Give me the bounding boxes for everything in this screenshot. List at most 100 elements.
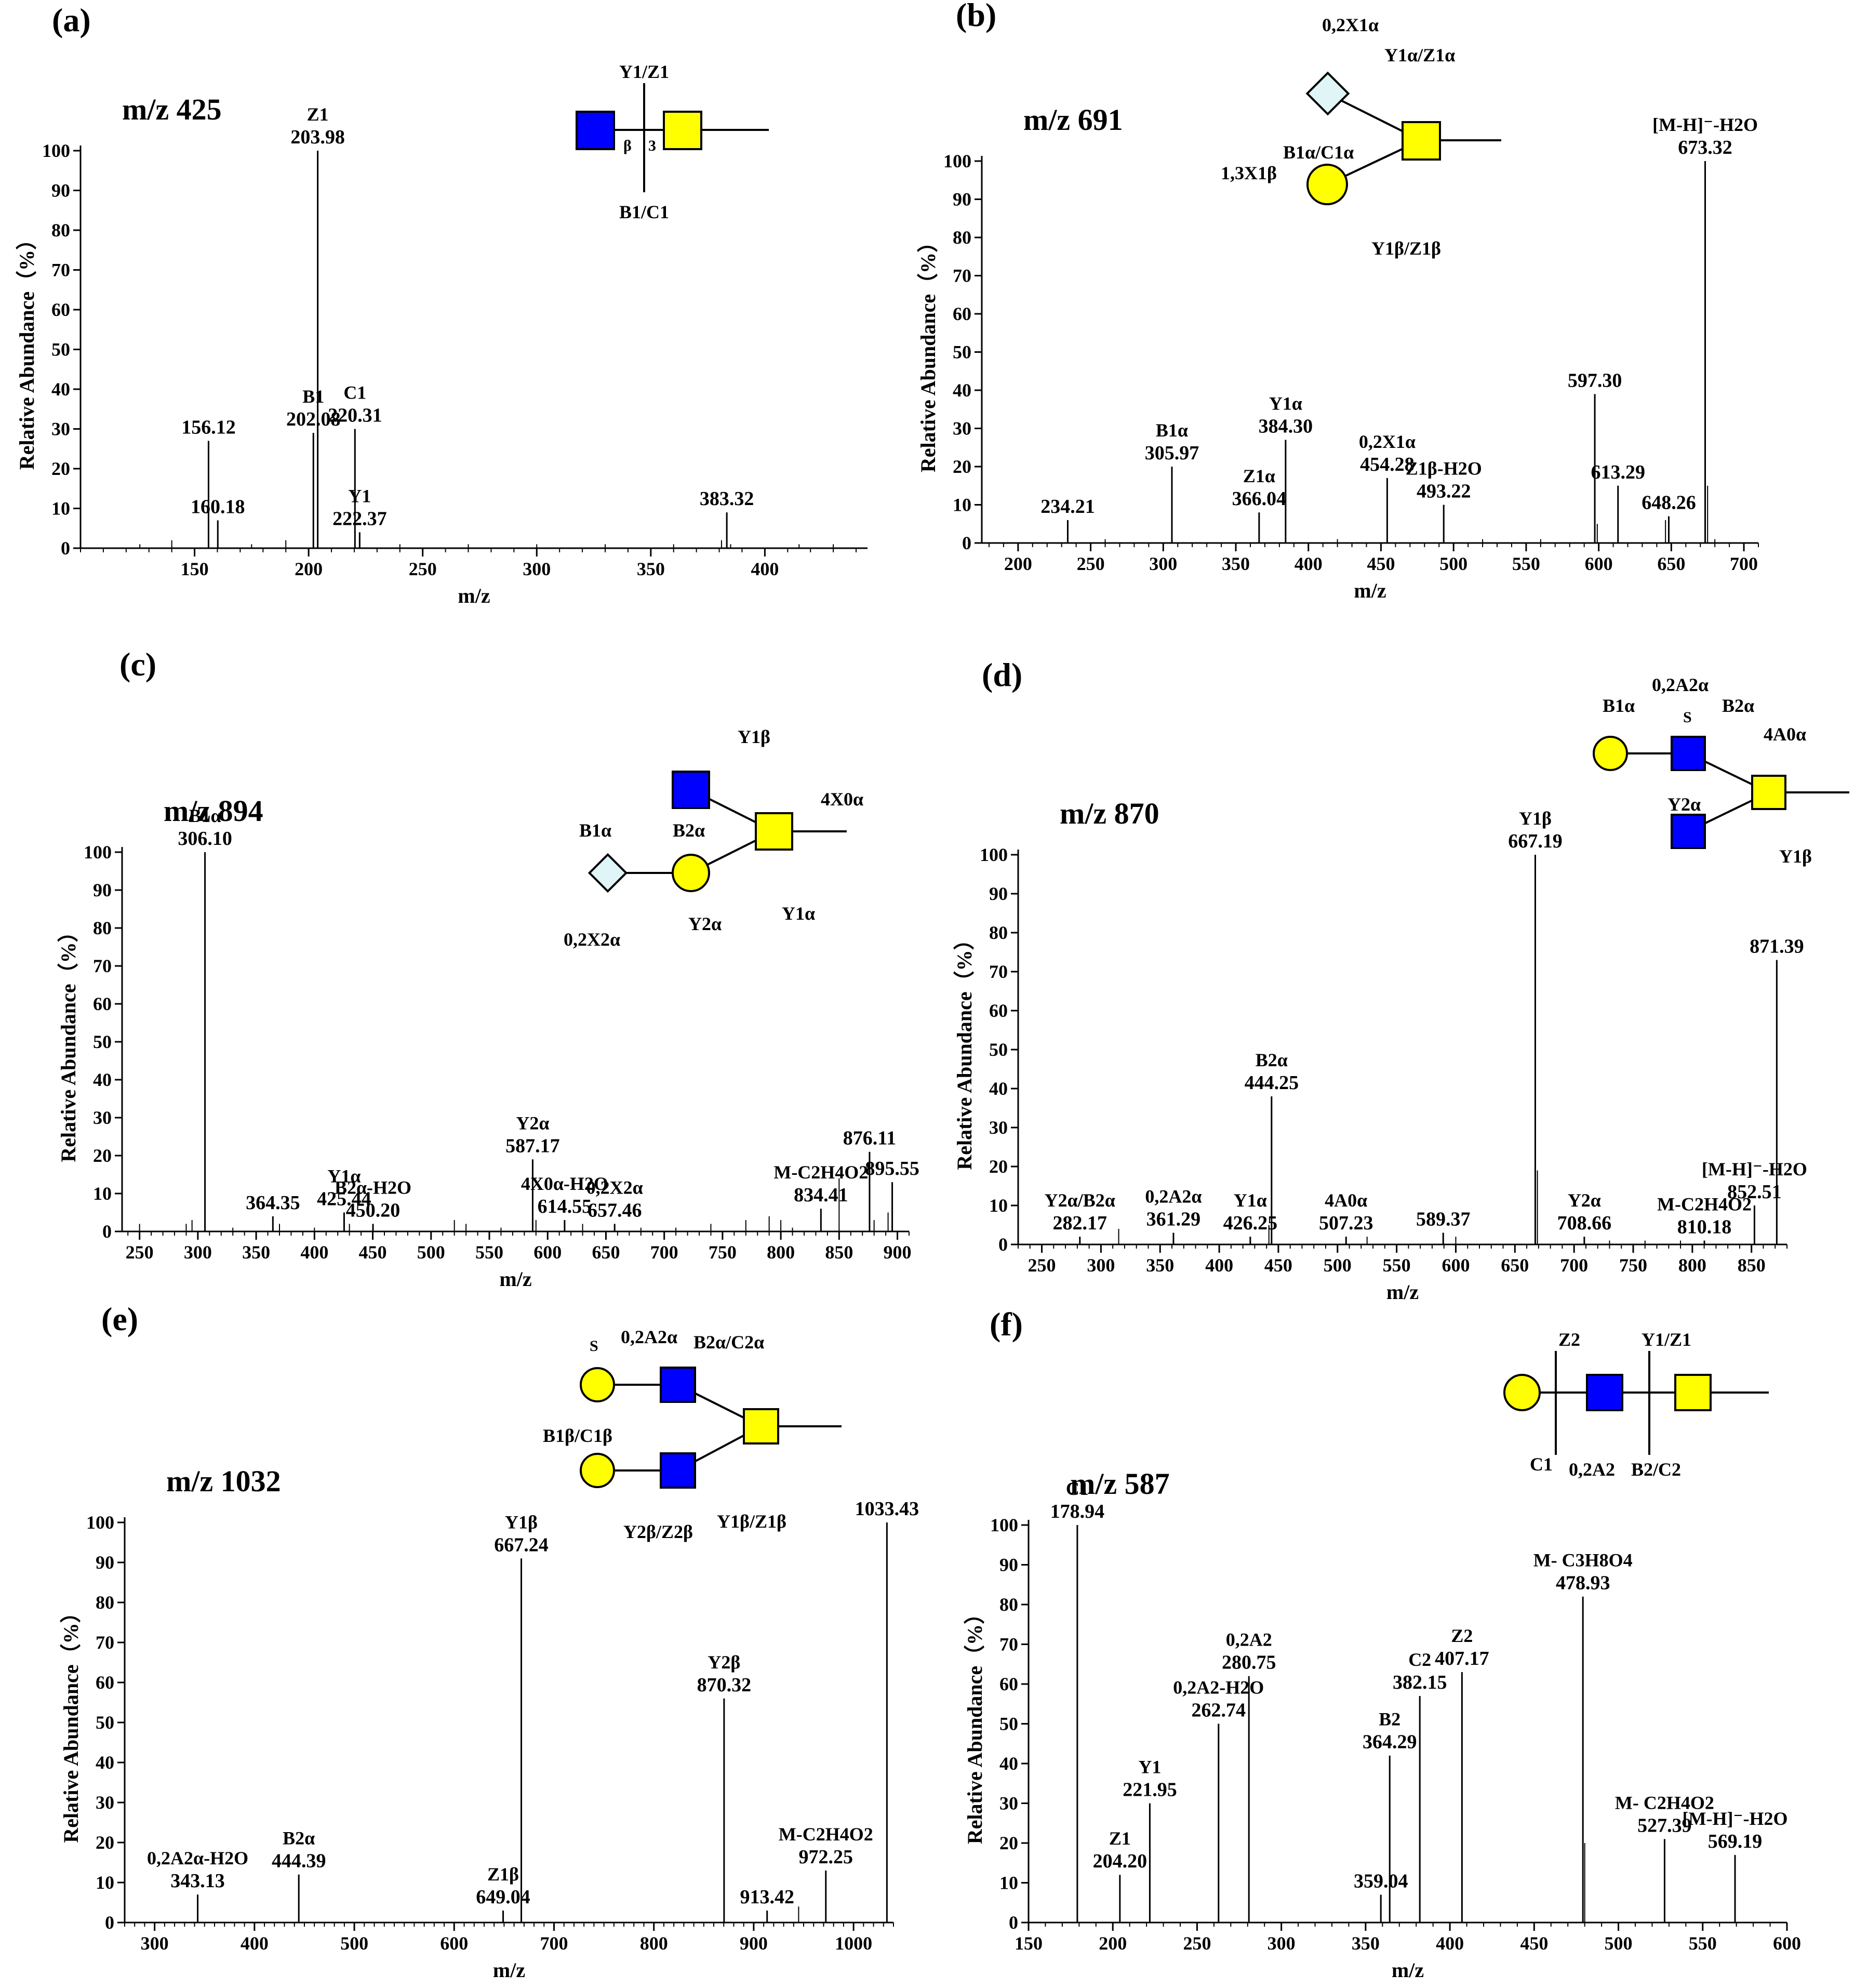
peak-mz-label: 160.18 [191, 496, 245, 518]
y-axis-title: Relative Abundance（%） [59, 1602, 83, 1843]
y-tick-label: 10 [51, 498, 70, 519]
peak-ion-label: Y1α [327, 1166, 361, 1187]
y-tick-label: 50 [93, 1031, 112, 1052]
peak-mz-label: 454.28 [1360, 454, 1415, 475]
ion-annotation: Y2α [688, 913, 722, 934]
x-tick-label: 700 [540, 1933, 568, 1954]
y-tick-label: 20 [93, 1145, 112, 1166]
galactose-circle [580, 1453, 615, 1488]
y-tick-label: 100 [42, 140, 70, 161]
peak-mz-label: 202.08 [286, 408, 341, 430]
y-tick-label: 90 [999, 1555, 1018, 1575]
y-tick-label: 20 [989, 1156, 1008, 1177]
x-tick-label: 350 [1146, 1255, 1174, 1276]
peak-ion-label: [M-H]⁻-H2O [1683, 1808, 1788, 1829]
y-tick-label: 70 [96, 1632, 114, 1653]
ion-annotation: 0,2A2α [621, 1327, 677, 1347]
peak-mz-label: 343.13 [170, 1870, 225, 1892]
x-axis-title: m/z [493, 1958, 525, 1982]
y-tick-label: 10 [93, 1183, 112, 1204]
y-axis-title: Relative Abundance（%） [953, 929, 976, 1170]
ion-annotation: 4A0α [1764, 724, 1806, 745]
glcnac-square [1671, 814, 1706, 849]
peak-mz-label: 364.29 [1363, 1731, 1417, 1753]
peak-ion-label: 0,2A2α [1145, 1186, 1202, 1207]
y-tick-label: 80 [93, 918, 112, 938]
y-tick-label: 50 [989, 1039, 1008, 1060]
peak-ion-label: C1 [1066, 1478, 1089, 1499]
ion-annotation: Y1β/Z1β [717, 1511, 786, 1532]
peak-mz-label: 384.30 [1259, 416, 1313, 438]
galnac-square [1674, 1374, 1712, 1411]
x-tick-label: 800 [1678, 1255, 1706, 1276]
glcnac-square [576, 111, 615, 150]
spectrum-title: m/z 1032 [166, 1464, 281, 1498]
ion-annotation: 4X0α [821, 789, 863, 810]
structure-e: S 0,2A2α B2α/C2α B1β/C1β Y2β/Z2β Y1β/Z1β [543, 1327, 842, 1542]
galnac-square [743, 1408, 779, 1444]
y-tick-label: 40 [989, 1078, 1008, 1099]
y-tick-label: 60 [989, 1000, 1008, 1021]
ion-annotation: Y1/Z1 [1642, 1329, 1691, 1350]
y-tick-label: 100 [980, 844, 1008, 865]
peak-ion-label: B1α [1156, 420, 1188, 441]
x-tick-label: 400 [1436, 1933, 1464, 1954]
peak-mz-label: 913.42 [740, 1886, 794, 1908]
y-tick-label: 20 [999, 1833, 1018, 1853]
y-tick-label: 100 [84, 842, 112, 863]
x-tick-label: 650 [592, 1242, 620, 1263]
glcnac-square [1586, 1374, 1623, 1411]
x-tick-label: 200 [1004, 553, 1032, 574]
ion-annotation: Y1β [738, 726, 770, 747]
peak-ion-label: Y2α [516, 1112, 549, 1133]
x-tick-label: 600 [1585, 553, 1613, 574]
galactose-circle [580, 1367, 615, 1402]
peak-mz-label: 425.44 [317, 1188, 371, 1210]
x-tick-label: 400 [1205, 1255, 1233, 1276]
peak-ion-label: C1 [343, 382, 366, 403]
y-tick-label: 100 [86, 1512, 114, 1533]
peak-mz-label: 478.93 [1556, 1572, 1610, 1594]
x-tick-label: 650 [1657, 553, 1685, 574]
y-tick-label: 30 [989, 1117, 1008, 1138]
y-axis-title: Relative Abundance（%） [57, 921, 80, 1162]
peak-ion-label: Z1β [487, 1864, 519, 1885]
x-tick-label: 600 [533, 1242, 562, 1263]
peak-ion-label: M- C2H4O2 [1615, 1792, 1714, 1813]
peak-ion-label: B2α [283, 1828, 315, 1849]
y-tick-label: 50 [96, 1712, 114, 1733]
peak-ion-label: B2α [1256, 1050, 1288, 1070]
y-tick-label: 40 [51, 379, 70, 400]
peak-ion-label: Z1α [1243, 466, 1275, 486]
x-tick-label: 250 [409, 559, 437, 579]
panel-label: (e) [101, 1301, 138, 1337]
peak-ion-label: 4A0α [1325, 1190, 1367, 1211]
y-tick-label: 50 [51, 339, 70, 360]
galactose-circle [1593, 736, 1628, 771]
y-tick-label: 20 [51, 458, 70, 479]
peak-ion-label: Y2β [708, 1652, 740, 1673]
peak-ion-label: 0,2X2α [586, 1177, 643, 1198]
ion-annotation: B2α [1722, 695, 1754, 716]
x-tick-label: 850 [1738, 1255, 1766, 1276]
peak-ion-label: Z1β-H2O [1406, 458, 1482, 479]
y-tick-label: 50 [953, 342, 971, 363]
peak-mz-label: 382.15 [1393, 1672, 1447, 1693]
x-tick-label: 300 [1267, 1933, 1296, 1954]
peak-ion-label: 4X0α-H2O [521, 1173, 608, 1194]
x-tick-label: 850 [825, 1242, 853, 1263]
x-tick-label: 450 [1264, 1255, 1292, 1276]
peak-mz-label: 649.04 [476, 1886, 530, 1908]
y-tick-label: 80 [953, 227, 971, 248]
spectrum-title: m/z 870 [1060, 797, 1159, 830]
y-tick-label: 60 [953, 303, 971, 324]
peak-mz-label: 876.11 [843, 1128, 896, 1149]
x-tick-label: 500 [417, 1242, 445, 1263]
x-tick-label: 400 [241, 1933, 269, 1954]
y-tick-label: 40 [93, 1069, 112, 1090]
peak-mz-label: 359.04 [1354, 1870, 1408, 1892]
